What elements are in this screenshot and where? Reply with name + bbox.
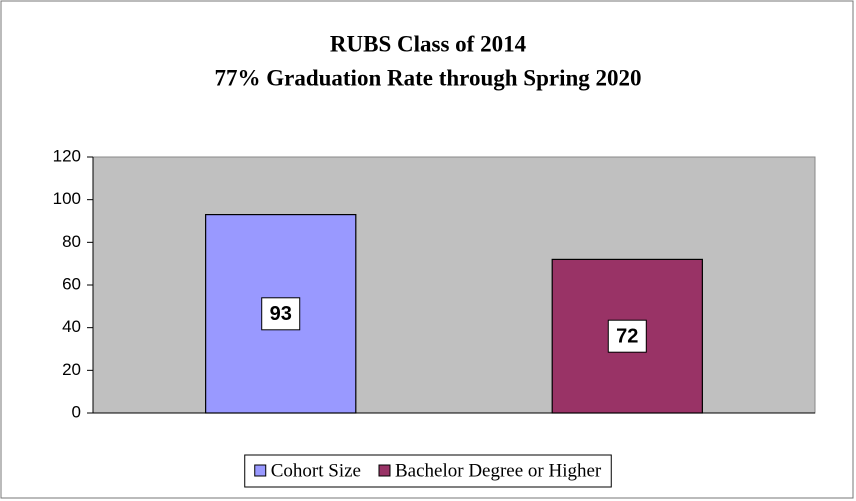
data-label: 72	[616, 325, 638, 347]
y-tick-label: 120	[53, 146, 81, 165]
chart-subtitle: 77% Graduation Rate through Spring 2020	[214, 65, 641, 90]
data-label: 93	[270, 303, 292, 325]
data-label-box	[607, 319, 647, 353]
y-tick-label: 80	[62, 232, 81, 251]
legend: Cohort Size Bachelor Degree or Higher	[254, 460, 602, 481]
chart-title: RUBS Class of 2014	[330, 31, 527, 56]
plot-area	[92, 156, 816, 414]
data-label-box	[261, 297, 301, 331]
y-tick-label: 0	[72, 402, 81, 421]
y-tick-label: 20	[62, 360, 81, 379]
legend-label: Bachelor Degree or Higher	[395, 460, 602, 481]
legend-label: Cohort Size	[271, 460, 361, 481]
legend-swatch	[378, 464, 391, 477]
y-tick-label: 60	[62, 274, 81, 293]
legend-swatch	[254, 464, 267, 477]
y-tick-label: 100	[53, 189, 81, 208]
legend-box	[244, 454, 612, 488]
y-tick-label: 40	[62, 317, 81, 336]
